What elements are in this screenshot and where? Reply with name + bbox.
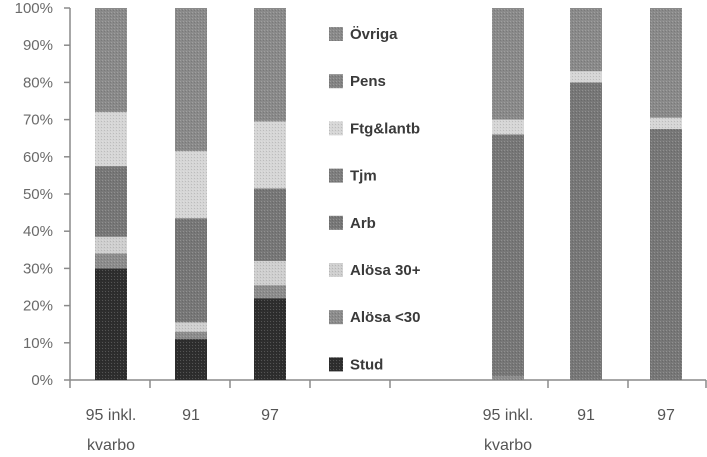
bar-segment-texture [492, 376, 524, 380]
x-category-label: 95 inkl. [483, 407, 534, 424]
bar-segment-texture [95, 8, 127, 113]
legend-swatch-texture [329, 74, 343, 89]
bar-segment-texture [95, 268, 127, 380]
bar-segment-texture [254, 121, 286, 189]
bar-segment-texture [650, 8, 682, 118]
x-category-label: kvarbo [87, 437, 135, 454]
legend-swatch-texture [329, 27, 343, 41]
bar-segment-texture [492, 8, 524, 120]
bar-segment-texture [95, 112, 127, 167]
bar-segment-texture [95, 166, 127, 237]
y-tick-label: 20% [23, 298, 53, 315]
bar-segment-texture [570, 71, 602, 83]
y-tick-label: 0% [31, 372, 53, 389]
bar-segment-texture [175, 322, 207, 332]
bar-segment-texture [95, 236, 127, 254]
legend: Övriga Pens Ftg&lantb Tjm Arb Alösa 30+ Alösa … [329, 26, 421, 373]
legend-swatch-texture [329, 168, 343, 183]
y-tick-label: 50% [23, 186, 53, 203]
y-tick-label: 60% [23, 149, 53, 166]
legend-swatch-texture [329, 357, 343, 372]
y-axis-group: 0% 10% 20% 30% 40% 50% 60% 70% 80% 90% 100% [15, 0, 71, 389]
legend-swatch-texture [329, 263, 343, 277]
legend-swatch-texture [329, 215, 343, 230]
bar-segment-texture [175, 218, 207, 323]
bar-segment-texture [650, 128, 682, 380]
y-tick-label: 30% [23, 260, 53, 277]
x-category-label: 97 [657, 407, 675, 424]
y-tick-label: 100% [15, 0, 53, 17]
y-tick-label: 10% [23, 335, 53, 352]
bar-segment-texture [650, 117, 682, 129]
legend-label: Pens [350, 73, 386, 90]
bar-segment-texture [254, 188, 286, 261]
legend-label: Alösa 30+ [350, 262, 421, 279]
bar-segment-texture [175, 151, 207, 219]
bar-segment-texture [492, 134, 524, 377]
y-tick-label: 70% [23, 112, 53, 129]
y-tick-label: 90% [23, 37, 53, 54]
legend-label: Stud [350, 356, 383, 373]
bar-segment-texture [254, 285, 286, 299]
bar-segment-texture [175, 339, 207, 380]
bar-segment-texture [254, 298, 286, 380]
y-tick-label: 80% [23, 74, 53, 91]
bar-segment-texture [570, 82, 602, 381]
bars-group [95, 8, 682, 381]
legend-label: Tjm [350, 168, 377, 185]
bar-segment-texture [175, 331, 207, 340]
bar-segment-texture [254, 8, 286, 122]
legend-swatch-texture [329, 310, 343, 325]
x-category-label: 97 [261, 407, 279, 424]
legend-label: Arb [350, 215, 376, 232]
x-axis-group: 95 inkl. kvarbo 91 97 95 inkl. kvarbo 91 97 [69, 379, 707, 454]
x-category-label: kvarbo [484, 437, 532, 454]
legend-swatch-texture [329, 121, 343, 136]
bar-segment-texture [175, 8, 207, 152]
legend-label: Alösa <30 [350, 309, 420, 326]
bar-segment-texture [95, 253, 127, 269]
y-tick-label: 40% [23, 223, 53, 240]
x-category-label: 91 [182, 407, 200, 424]
x-category-label: 95 inkl. [86, 407, 137, 424]
bar-segment-texture [570, 8, 602, 72]
x-category-label: 91 [577, 407, 595, 424]
legend-label: Ftg&lantb [350, 120, 420, 137]
bar-segment-texture [492, 119, 524, 135]
bar-segment-texture [254, 260, 286, 286]
legend-label: Övriga [350, 26, 398, 43]
